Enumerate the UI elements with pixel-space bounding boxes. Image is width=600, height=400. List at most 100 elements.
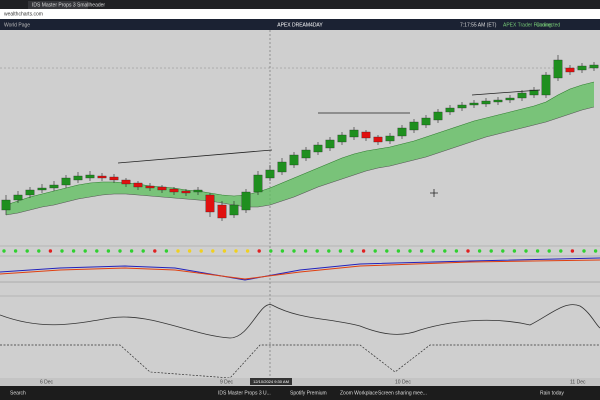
- signal-dot: [373, 249, 377, 253]
- signal-dot: [129, 249, 134, 253]
- candle-body: [217, 204, 227, 219]
- signal-dot: [60, 249, 64, 253]
- address-bar[interactable]: [0, 9, 600, 19]
- signal-dot: [292, 249, 296, 253]
- signal-dot: [199, 249, 203, 253]
- candle-body: [13, 194, 23, 201]
- taskbar-app[interactable]: IDS Master Props 3 U...: [218, 390, 271, 396]
- candle-body: [73, 175, 83, 181]
- taskbar-app[interactable]: Zoom Workplace: [340, 390, 378, 396]
- taskbar-search[interactable]: Search: [10, 390, 26, 396]
- signal-dot: [118, 249, 122, 253]
- signal-dot: [350, 249, 354, 253]
- signal-dot: [211, 249, 215, 253]
- trend-line: [117, 149, 273, 164]
- tab[interactable]: [28, 1, 88, 9]
- time-label: 9 Dec: [220, 379, 234, 385]
- signal-dot: [2, 249, 6, 253]
- candle-body: [565, 67, 575, 73]
- taskbar-app[interactable]: Spotify Premium: [290, 390, 327, 396]
- signal-dot: [489, 249, 493, 253]
- signal-dot: [396, 249, 401, 253]
- toolbar-time: 7:17:55 AM (ET): [460, 22, 497, 28]
- indicator-line: [0, 257, 600, 281]
- candle-body: [541, 74, 551, 96]
- candle-body: [241, 191, 251, 211]
- signal-dot: [385, 249, 389, 253]
- time-label: 10 Dec: [395, 379, 411, 385]
- taskbar: [0, 386, 600, 400]
- candle-body: [373, 136, 383, 143]
- candle-body: [25, 189, 35, 196]
- url: wealthcharts.com: [4, 11, 43, 17]
- toolbar-left[interactable]: World Page: [4, 22, 30, 28]
- band: [6, 82, 594, 215]
- signal-dot: [37, 249, 41, 253]
- signal-dot: [245, 249, 250, 253]
- tab-title: IDS Master Props 3 Smallheader: [32, 2, 105, 8]
- candle-body: [301, 149, 311, 159]
- time-label: 11 Dec: [570, 379, 586, 385]
- candle-body: [1, 199, 11, 211]
- price-panel: [1, 55, 599, 221]
- signal-dot: [408, 249, 412, 253]
- candle-body: [253, 174, 263, 193]
- signal-dot: [164, 249, 169, 253]
- signal-dot: [234, 249, 238, 253]
- candle-body: [121, 179, 131, 185]
- toolbar-center[interactable]: APEX DREAM4DAY: [277, 22, 323, 28]
- cursor: [430, 189, 438, 197]
- candle-body: [313, 144, 323, 153]
- candle-body: [289, 154, 299, 166]
- toolbar-status: Connected: [536, 22, 560, 28]
- signal-dot: [257, 249, 261, 253]
- signal-dot: [524, 249, 528, 253]
- candle-body: [229, 204, 239, 216]
- candle-body: [445, 107, 455, 113]
- signal-dot: [187, 249, 192, 253]
- signal-dot: [501, 249, 505, 253]
- candle-body: [181, 190, 191, 194]
- weather: Rain today: [540, 390, 564, 396]
- app-toolbar: [0, 19, 600, 30]
- candle-body: [265, 169, 275, 179]
- candle-body: [49, 184, 59, 189]
- candle-body: [361, 131, 371, 139]
- candle-body: [277, 161, 287, 173]
- signal-dot: [315, 249, 319, 253]
- candle-body: [145, 185, 155, 189]
- signal-dot: [466, 249, 470, 253]
- candle-body: [205, 194, 215, 213]
- crosshair-label-bg: [250, 378, 292, 385]
- signal-dot: [570, 249, 575, 253]
- signal-dot: [25, 249, 29, 253]
- signal-dot: [176, 249, 180, 253]
- signal-dot: [338, 249, 343, 253]
- signal-dot: [153, 249, 157, 253]
- taskbar-app[interactable]: Screen sharing mee...: [378, 390, 427, 396]
- signal-dot: [327, 249, 331, 253]
- candle-body: [505, 97, 515, 101]
- candle-body: [337, 134, 347, 143]
- signal-dot: [95, 249, 99, 253]
- band-edge: [5, 81, 595, 206]
- candle-body: [37, 187, 47, 191]
- crosshair-label: 12/10/2024 9:30 AM: [253, 379, 289, 384]
- candle-body: [517, 92, 527, 99]
- signal-dot: [141, 249, 145, 253]
- candle-body: [385, 135, 395, 142]
- signal-dot: [83, 249, 87, 253]
- signal-dot: [454, 249, 459, 253]
- candle-body: [61, 177, 71, 186]
- time-axis: [0, 378, 600, 386]
- signal-dot: [593, 249, 598, 253]
- candle-body: [349, 129, 359, 138]
- signal-dot: [269, 249, 273, 253]
- signal-dot: [512, 249, 517, 253]
- trend-line: [471, 89, 541, 96]
- oscillator-dashed: [0, 344, 600, 379]
- indicator-line: [0, 259, 600, 280]
- chart-area[interactable]: [0, 30, 600, 386]
- signal-dot: [106, 249, 111, 253]
